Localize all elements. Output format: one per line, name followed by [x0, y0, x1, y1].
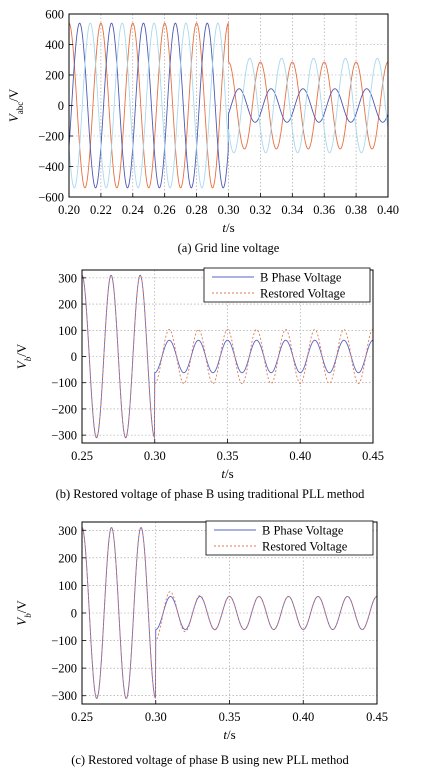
chart-c-legend: B Phase Voltage Restored Voltage	[205, 520, 374, 556]
y-tick-label: −100	[51, 634, 77, 648]
x-tick-label: 0.36	[313, 203, 335, 217]
y-tick-label: −600	[38, 191, 64, 205]
chart-a-ticks: 0.20 0.22 0.24 0.26 0.28 0.30 0.32 0.34 0.36 0.38…	[38, 8, 399, 218]
y-tick-label: 0	[71, 607, 77, 621]
chart-c-series	[81, 526, 378, 700]
chart-b-ticks: 0.25 0.30 0.35 0.40 0.45 300 200 100 0 −100 −200 −3…	[51, 271, 384, 463]
chart-c-xlabel: t/s	[223, 727, 235, 742]
series-line-restored-voltage	[81, 526, 378, 700]
x-tick-label: 0.30	[145, 710, 167, 724]
chart-b-legend: B Phase Voltage Restored Voltage	[203, 267, 371, 303]
chart-a-ylabel: Vabc/V	[6, 88, 25, 122]
y-tick-label: 100	[58, 324, 77, 338]
y-tick-label: −400	[38, 160, 64, 174]
x-tick-label: 0.40	[292, 710, 314, 724]
x-tick-label: 0.35	[219, 710, 241, 724]
series-line-1	[68, 22, 389, 189]
chart-a-grid	[69, 14, 388, 197]
x-tick-label: 0.34	[281, 203, 304, 217]
chart-a-xlabel: t/s	[222, 220, 234, 235]
y-tick-label: 0	[71, 350, 77, 364]
y-tick-label: 0	[58, 99, 64, 113]
x-tick-label: 0.25	[71, 710, 93, 724]
x-tick-label: 0.24	[122, 203, 145, 217]
x-tick-label: 0.38	[345, 203, 367, 217]
chart-b-legend-box	[203, 267, 371, 303]
y-tick-label: 100	[58, 579, 77, 593]
chart-c-grid	[82, 522, 377, 704]
chart-b-legend-restored: Restored Voltage	[260, 287, 346, 301]
x-tick-label: 0.22	[90, 203, 112, 217]
y-tick-label: −100	[51, 376, 77, 390]
chart-a-caption: (a) Grid line voltage	[178, 241, 280, 255]
chart-b-ylabel: Vb/V	[14, 343, 33, 369]
chart-b-legend-b-phase: B Phase Voltage	[260, 271, 342, 285]
chart-b-series	[81, 274, 374, 440]
y-tick-label: −300	[51, 429, 77, 443]
chart-c-legend-box	[205, 520, 374, 556]
x-tick-label: 0.40	[377, 203, 399, 217]
x-tick-label: 0.26	[154, 203, 176, 217]
y-tick-label: −200	[51, 402, 77, 416]
x-tick-label: 0.30	[144, 449, 166, 463]
y-tick-label: 200	[45, 69, 64, 83]
x-tick-label: 0.20	[58, 203, 80, 217]
y-tick-label: 400	[45, 38, 64, 52]
chart-c-legend-restored: Restored Voltage	[262, 540, 348, 554]
series-line-2	[68, 22, 389, 189]
y-tick-label: −200	[51, 662, 77, 676]
x-tick-label: 0.25	[71, 449, 93, 463]
chart-new-pll: 0.25 0.30 0.35 0.40 0.45 300 200 100 0 −100 −200 −3…	[14, 520, 388, 767]
x-tick-label: 0.45	[366, 710, 388, 724]
x-tick-label: 0.35	[217, 449, 239, 463]
chart-grid-line-voltage: 0.20 0.22 0.24 0.26 0.28 0.30 0.32 0.34 0.36 0.38…	[6, 8, 399, 256]
y-tick-label: −300	[51, 689, 77, 703]
x-tick-label: 0.28	[186, 203, 208, 217]
chart-traditional-pll: 0.25 0.30 0.35 0.40 0.45 300 200 100 0 −100 −200 −3…	[14, 267, 384, 501]
y-tick-label: 200	[58, 551, 77, 565]
chart-b-caption: (b) Restored voltage of phase B using tr…	[56, 487, 366, 501]
y-tick-label: −200	[38, 130, 64, 144]
x-tick-label: 0.30	[218, 203, 240, 217]
series-line-restored-voltage	[81, 274, 374, 440]
y-tick-label: 200	[58, 298, 77, 312]
y-tick-label: 600	[45, 8, 64, 22]
chart-a-series	[68, 21, 389, 189]
chart-c-ticks: 0.25 0.30 0.35 0.40 0.45 300 200 100 0 −100 −200 −3…	[51, 524, 388, 724]
y-tick-label: 300	[58, 271, 77, 285]
x-tick-label: 0.40	[289, 449, 311, 463]
chart-c-ylabel: Vb/V	[14, 600, 33, 626]
x-tick-label: 0.45	[362, 449, 384, 463]
chart-c-legend-b-phase: B Phase Voltage	[262, 524, 344, 538]
x-tick-label: 0.32	[249, 203, 271, 217]
chart-b-xlabel: t/s	[221, 466, 233, 481]
y-tick-label: 300	[58, 524, 77, 538]
chart-c-caption: (c) Restored voltage of phase B using ne…	[71, 753, 349, 767]
